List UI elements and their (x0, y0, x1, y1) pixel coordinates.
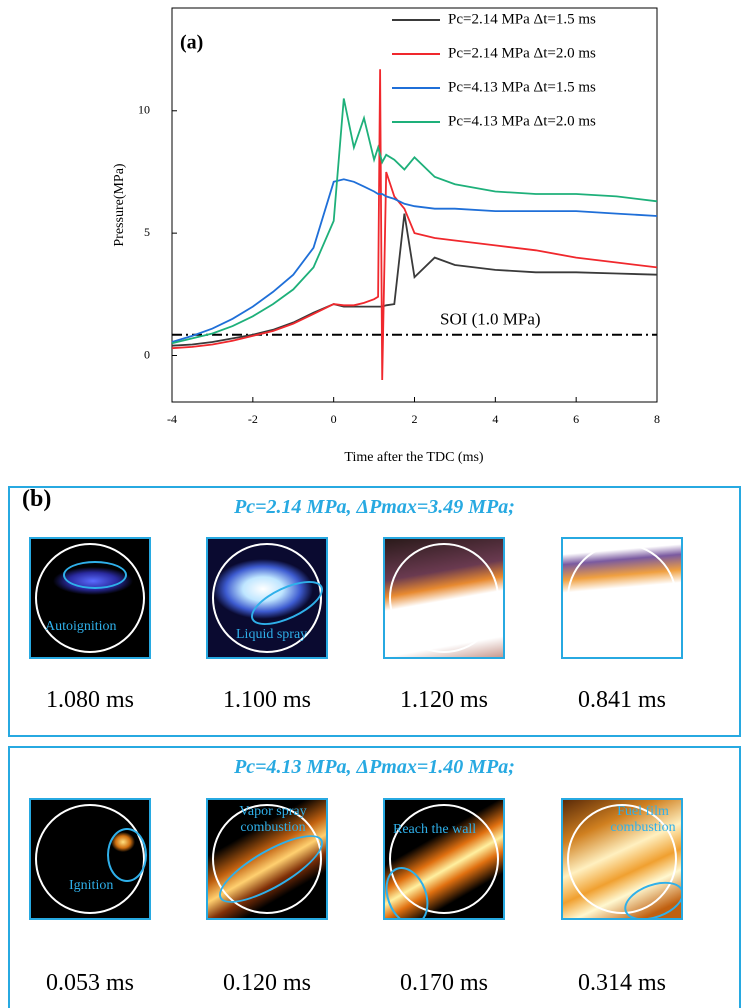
annotation-ellipse (619, 874, 681, 918)
combustion-image: Autoignition (29, 537, 151, 659)
annotation-ellipse (210, 823, 326, 915)
annotation: Autoignition (45, 619, 117, 634)
x-axis-label: Time after the TDC (ms) (344, 450, 484, 465)
panel-box: (b) Pc=2.14 MPa, ΔPmax=3.49 MPa; Autoign… (8, 486, 741, 737)
legend-label: Pc=4.13 MPa Δt=2.0 ms (448, 113, 596, 129)
legend-label: Pc=2.14 MPa Δt=1.5 ms (448, 11, 596, 27)
time-label: 1.080 ms (45, 687, 134, 713)
series-line (171, 178, 658, 343)
annotation-ellipse (385, 860, 437, 918)
x-tick-label: 4 (492, 412, 498, 426)
x-tick-label: 0 (331, 412, 337, 426)
time-label: 0.053 ms (45, 970, 134, 996)
panel-label: (b) (22, 486, 52, 512)
x-tick-label: 8 (654, 412, 660, 426)
x-tick-label: -4 (167, 412, 177, 426)
combustion-image: Reach the wall (383, 798, 505, 920)
combustion-image (383, 537, 505, 659)
panel-box: Pc=4.13 MPa, ΔPmax=1.40 MPa; Ignition Va… (8, 746, 741, 1008)
series-line (171, 98, 658, 345)
time-label: 0.314 ms (577, 970, 666, 996)
combustion-image: Fuel film combustion (561, 798, 683, 920)
time-label: 0.170 ms (399, 970, 488, 996)
time-label: 0.841 ms (577, 687, 666, 713)
panel-label: (a) (180, 32, 203, 54)
annotation: Vapor spray combustion (239, 804, 307, 835)
y-axis-label: Pressure(MPa) (112, 163, 127, 247)
x-tick-label: 6 (573, 412, 579, 426)
y-tick-label: 5 (144, 225, 150, 239)
annotation-ellipse (107, 828, 147, 882)
combustion-image: Ignition (29, 798, 151, 920)
series-line (171, 213, 658, 347)
legend-label: Pc=4.13 MPa Δt=1.5 ms (448, 79, 596, 95)
legend-label: Pc=2.14 MPa Δt=2.0 ms (448, 45, 596, 61)
annotation: Liquid spray (236, 627, 308, 642)
plot-frame (171, 7, 658, 403)
annotation: Ignition (69, 878, 114, 893)
time-label: 1.100 ms (222, 687, 311, 713)
series-line (171, 69, 658, 381)
annotation: Fuel film combustion (610, 804, 676, 835)
annotation-ellipse (63, 561, 127, 589)
chart: (a) Time after the TDC (ms) Pressure(MPa… (112, 7, 660, 465)
y-tick-label: 10 (138, 103, 150, 117)
panel-heading: Pc=2.14 MPa, ΔPmax=3.49 MPa; (234, 496, 515, 518)
y-tick-label: 0 (144, 347, 150, 361)
time-label: 0.120 ms (222, 970, 311, 996)
combustion-image: Liquid spray (206, 537, 328, 659)
annotation: Reach the wall (393, 822, 477, 837)
reference-label: SOI (1.0 MPa) (440, 310, 541, 329)
annotation-ellipse (244, 572, 326, 634)
x-tick-label: -2 (248, 412, 258, 426)
combustion-image (561, 537, 683, 659)
x-tick-label: 2 (412, 412, 418, 426)
combustion-image: Vapor spray combustion (206, 798, 328, 920)
time-label: 1.120 ms (399, 687, 488, 713)
panel-heading: Pc=4.13 MPa, ΔPmax=1.40 MPa; (234, 756, 515, 778)
